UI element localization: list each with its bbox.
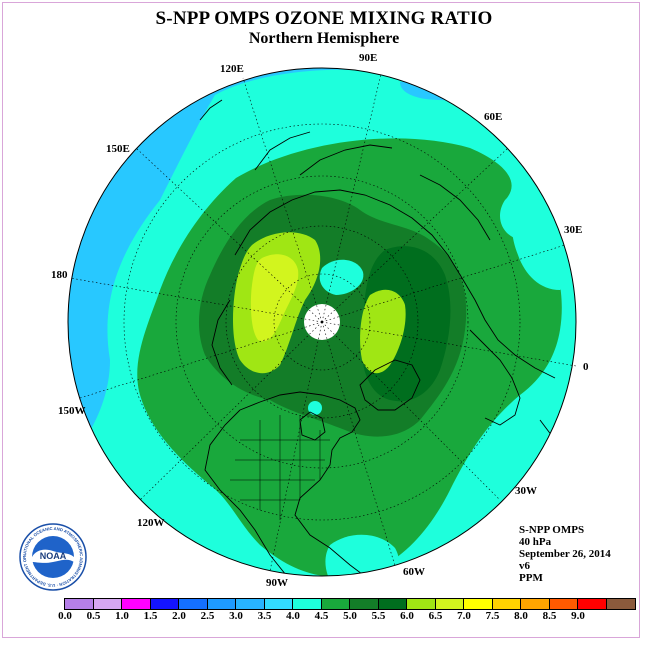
colorbar-segment [606, 599, 635, 609]
contour-3.5-4.0-se [512, 211, 572, 290]
noaa-logo: NATIONAL OCEANIC AND ATMOSPHERIC ADMINIS… [18, 522, 87, 591]
contour-3.5-4.0-hudson [308, 401, 322, 415]
colorbar [64, 598, 636, 610]
product-info: S-NPP OMPS 40 hPa September 26, 2014 v6 … [519, 524, 611, 584]
colorbar-tick-label: 9.0 [571, 610, 585, 622]
colorbar-segment [65, 599, 94, 609]
lon-label-90e: 90E [359, 52, 377, 64]
colorbar-segment [521, 599, 550, 609]
colorbar-segment [350, 599, 379, 609]
info-level: 40 hPa [519, 536, 552, 548]
contour-3.5-4.0-s [325, 534, 399, 576]
lon-label-60e: 60E [484, 111, 502, 123]
info-date: September 26, 2014 [519, 548, 611, 560]
colorbar-tick-label: 4.5 [314, 610, 329, 622]
colorbar-tick-label: 8.5 [542, 610, 557, 622]
lon-label-150e: 150E [106, 143, 130, 155]
colorbar-tick-label: 1.0 [115, 610, 129, 622]
colorbar-tick-label: 6.0 [400, 610, 414, 622]
colorbar-segment [464, 599, 493, 609]
colorbar-segment [264, 599, 293, 609]
colorbar-tick-label: 7.0 [457, 610, 471, 622]
colorbar-segment [578, 599, 607, 609]
colorbar-tick-label: 0.5 [86, 610, 101, 622]
info-units: PPM [519, 572, 543, 584]
colorbar-segment [207, 599, 236, 609]
political-boundaries [230, 415, 330, 520]
lon-label-90w: 90W [266, 577, 288, 589]
colorbar-segment [150, 599, 179, 609]
colorbar-segment [407, 599, 436, 609]
logo-text: NOAA [40, 551, 67, 561]
map-title: S-NPP OMPS OZONE MIXING RATIO [155, 8, 493, 29]
colorbar-tick-label: 2.0 [172, 610, 186, 622]
colorbar-tick-label: 5.5 [371, 610, 386, 622]
lon-label-120e: 120E [220, 63, 244, 75]
info-instrument: S-NPP OMPS [519, 524, 585, 536]
colorbar-tick-label: 6.5 [428, 610, 443, 622]
contour-5.5-6.0-b [360, 289, 406, 374]
map-subtitle: Northern Hemisphere [248, 30, 400, 47]
colorbar-tick-label: 4.0 [286, 610, 300, 622]
colorbar-tick-label: 3.0 [229, 610, 243, 622]
lon-label-150w: 150W [58, 405, 86, 417]
colorbar-tick-label: 8.0 [514, 610, 528, 622]
colorbar-segment [321, 599, 350, 609]
colorbar-segment [236, 599, 265, 609]
page-frame [2, 2, 640, 638]
colorbar-tick-label: 7.5 [485, 610, 500, 622]
colorbar-segment [549, 599, 578, 609]
contour-6.0-6.5 [250, 254, 299, 342]
lon-label-30e: 30E [564, 224, 582, 236]
colorbar-segment [492, 599, 521, 609]
colorbar-tick-label: 2.5 [200, 610, 215, 622]
colorbar-segment [93, 599, 122, 609]
colorbar-segment [179, 599, 208, 609]
info-version: v6 [519, 560, 530, 572]
colorbar-tick-label: 1.5 [143, 610, 158, 622]
longitude-labels: 120E 90E 60E 150E 30E 180 0 150W 30W 120… [51, 52, 589, 589]
colorbar-segment [293, 599, 322, 609]
hemisphere-boundary [67, 67, 577, 577]
colorbar-segment [378, 599, 407, 609]
lon-label-120w: 120W [137, 517, 165, 529]
latitude-circles [123, 123, 521, 521]
coastlines [199, 99, 566, 576]
colorbar-tick-label: 0.0 [58, 610, 72, 622]
lon-label-180: 180 [51, 269, 68, 281]
lon-label-60w: 60W [403, 566, 425, 578]
lon-label-0: 0 [583, 361, 589, 373]
lon-label-30w: 30W [515, 485, 537, 497]
colorbar-segment [435, 599, 464, 609]
colorbar-tick-label: 5.0 [343, 610, 357, 622]
meridians [69, 73, 577, 572]
colorbar-segment [122, 599, 151, 609]
colorbar-tick-label: 3.5 [257, 610, 272, 622]
colorbar-labels: 0.0 0.5 1.0 1.5 2.0 2.5 3.0 3.5 4.0 4.5 5.0 5.5 6.0 6… [0, 610, 648, 624]
